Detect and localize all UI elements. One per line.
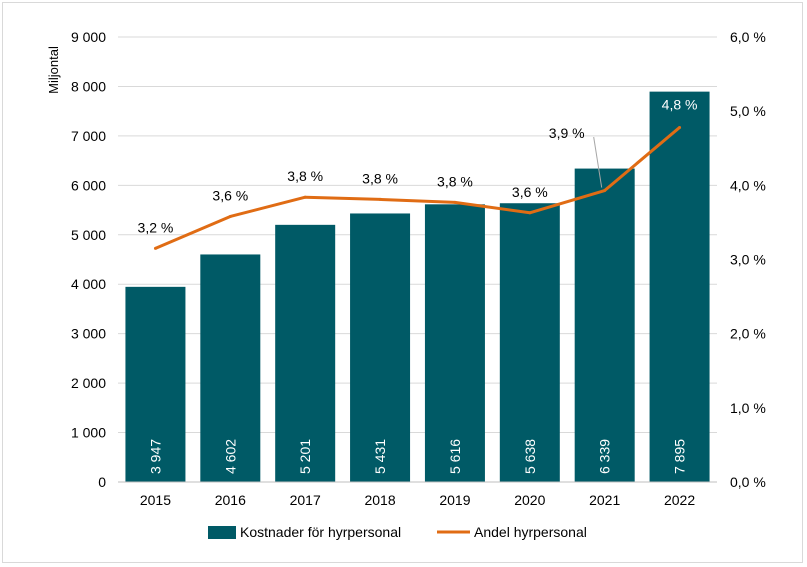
y2-tick-label: 5,0 % [730, 103, 766, 119]
line-value-label: 3,6 % [212, 187, 248, 203]
legend-line-label: Andel hyrpersonal [474, 524, 587, 540]
line-point [528, 211, 532, 215]
y-tick-label: 1 000 [71, 425, 106, 441]
bar-value-label: 3 947 [147, 439, 163, 474]
line-value-label: 3,8 % [362, 170, 398, 186]
bar-value-label: 5 431 [372, 439, 388, 474]
line-value-label: 3,9 % [549, 125, 585, 141]
y2-tick-label: 3,0 % [730, 252, 766, 268]
legend-bar-swatch [208, 526, 236, 539]
line-value-label: 3,8 % [287, 168, 323, 184]
bar [499, 203, 560, 482]
y-tick-label: 3 000 [71, 326, 106, 342]
y-tick-label: 9 000 [71, 29, 106, 45]
bar-value-label: 6 339 [597, 439, 613, 474]
legend: Kostnader för hyrpersonal Andel hyrperson… [208, 524, 587, 540]
line-value-label: 4,8 % [662, 96, 698, 112]
legend-bar-label: Kostnader för hyrpersonal [240, 524, 401, 540]
line-series: 3,2 % 3,6 % 3,8 % 3,8 % 3,8 % 3,6 % 3,9 % 4,8 % [138, 96, 698, 250]
line-value-label: 3,6 % [512, 184, 548, 200]
bar-value-label: 4 602 [222, 439, 238, 474]
line-path [154, 126, 681, 250]
bar [649, 91, 710, 482]
y-tick-label: 5 000 [71, 227, 106, 243]
x-tick-label: 2019 [439, 492, 470, 508]
y-tick-label: 2 000 [71, 375, 106, 391]
line-point [678, 125, 682, 129]
line-point [453, 200, 457, 204]
x-tick-label: 2020 [514, 492, 545, 508]
y-tick-label: 7 000 [71, 128, 106, 144]
y-tick-label: 4 000 [71, 276, 106, 292]
bar [424, 204, 485, 482]
bar [200, 254, 261, 482]
label-leader-line [593, 136, 603, 188]
y-tick-label: 8 000 [71, 78, 106, 94]
line-point [228, 214, 232, 218]
x-tick-label: 2022 [664, 492, 695, 508]
y-axis-label: Miljontal [46, 46, 61, 94]
line-point [153, 246, 157, 250]
bar [574, 168, 635, 483]
bar [350, 213, 411, 482]
bar [125, 286, 186, 482]
y2-tick-label: 6,0 % [730, 29, 766, 45]
x-tick-label: 2016 [215, 492, 246, 508]
bar-series: 3 947 4 602 5 201 5 431 5 616 5 638 6 339 7 895 [125, 91, 710, 483]
bar-value-label: 5 201 [297, 439, 313, 474]
y2-tick-label: 0,0 % [730, 474, 766, 490]
x-tick-label: 2018 [364, 492, 395, 508]
y2-tick-label: 2,0 % [730, 326, 766, 342]
line-point [378, 197, 382, 201]
axes: 0 1 000 2 000 3 000 4 000 5 000 6 000 7 000 8 00… [71, 29, 766, 508]
bar [275, 224, 336, 482]
y-tick-label: 0 [98, 474, 106, 490]
y2-tick-label: 4,0 % [730, 177, 766, 193]
line-point [303, 195, 307, 199]
line-value-label: 3,8 % [437, 173, 473, 189]
y-tick-label: 6 000 [71, 177, 106, 193]
bar-value-label: 5 616 [447, 439, 463, 474]
bar-value-label: 7 895 [672, 439, 688, 474]
x-tick-label: 2015 [140, 492, 171, 508]
line-value-label: 3,2 % [138, 219, 174, 235]
x-tick-label: 2021 [589, 492, 620, 508]
x-tick-label: 2017 [290, 492, 321, 508]
line-point [603, 189, 607, 193]
bar-value-label: 5 638 [522, 439, 538, 474]
y2-tick-label: 1,0 % [730, 400, 766, 416]
